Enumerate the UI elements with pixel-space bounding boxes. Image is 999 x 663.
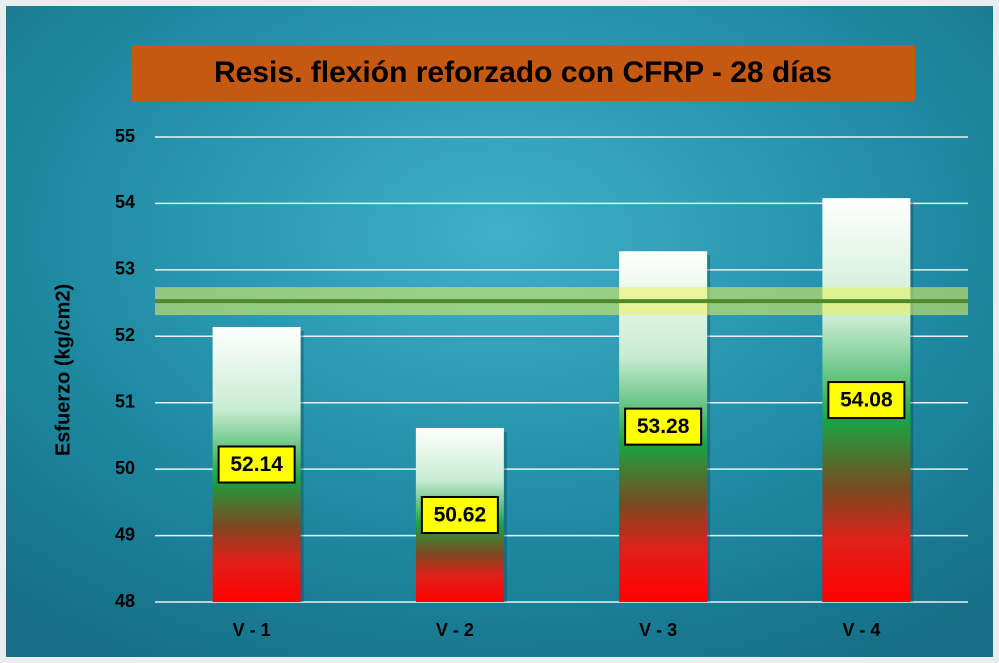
y-tick-label: 48 (115, 591, 135, 611)
value-label: 53.28 (637, 415, 690, 438)
title-box (132, 45, 915, 101)
value-label-box (420, 495, 499, 534)
x-tick-label: V - 4 (842, 620, 880, 640)
x-tick-label: V - 1 (233, 620, 271, 640)
chart-title: Resis. flexión reforzado con CFRP - 28 d… (214, 56, 832, 89)
y-tick-label: 54 (115, 192, 135, 212)
y-tick-label: 50 (115, 458, 135, 478)
x-tick-label: V - 2 (436, 620, 474, 640)
value-label: 54.08 (840, 389, 893, 412)
value-label: 52.14 (230, 453, 283, 476)
y-tick-label: 53 (115, 259, 135, 279)
y-tick-label: 49 (115, 524, 135, 544)
y-tick-label: 55 (115, 126, 135, 146)
x-tick-label: V - 3 (639, 620, 677, 640)
value-label-box (217, 445, 296, 484)
y-axis-label: Esfuerzo (kg/cm2) (52, 284, 74, 456)
y-tick-label: 52 (115, 325, 135, 345)
value-label-box (624, 407, 703, 446)
value-label-box (827, 381, 906, 420)
value-label: 50.62 (434, 504, 487, 527)
y-tick-label: 51 (115, 391, 135, 411)
